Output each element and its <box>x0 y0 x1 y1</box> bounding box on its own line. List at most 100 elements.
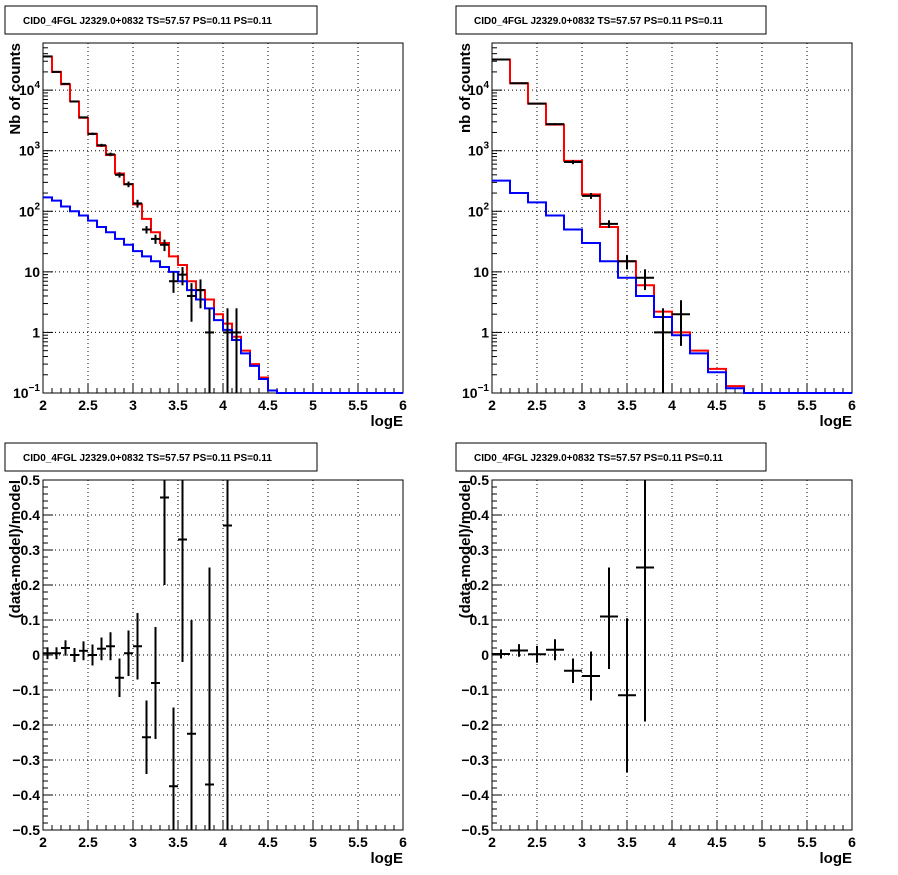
y-tick-exponent: 2 <box>34 201 40 212</box>
grid-lines <box>43 43 403 393</box>
title-frame <box>455 442 767 472</box>
residual-point <box>79 641 88 661</box>
x-tick-label: 5.5 <box>797 834 817 850</box>
y-tick-label: −0.5 <box>12 822 40 838</box>
x-tick-label: 4 <box>668 834 676 850</box>
residual-point <box>187 620 196 830</box>
data-layer <box>492 480 654 773</box>
x-tick-label: 4 <box>219 834 227 850</box>
y-tick-label: −0.1 <box>461 682 489 698</box>
residual-point <box>169 707 178 830</box>
panel-bottom-right: CID0_4FGL J2329.0+0832 TS=57.57 PS=0.11 … <box>455 442 856 867</box>
residual-point <box>133 613 142 680</box>
residual-point <box>124 630 133 676</box>
data-point <box>61 82 70 85</box>
axes: 2 2.5 3 3.5 4 4.5 5 5.5 6 −0.5 −0.4 −0.3 −0.2 −0.1 0 0.… <box>461 472 856 850</box>
y-tick-label: 0.3 <box>21 542 41 558</box>
y-tick-label: 0.5 <box>470 472 490 488</box>
data-point <box>106 152 115 157</box>
x-axis-title: logE <box>820 413 853 430</box>
data-point <box>88 132 97 136</box>
data-point <box>160 239 169 252</box>
data-point <box>654 308 672 393</box>
y-tick-exponent: 2 <box>483 201 489 212</box>
data-point <box>223 308 232 393</box>
x-tick-label: 2.5 <box>78 834 98 850</box>
y-axis-title: Nb of counts <box>7 43 24 135</box>
data-point <box>169 271 178 293</box>
data-point <box>672 300 690 346</box>
data-point <box>43 55 52 58</box>
panel-top-right: CID0_4FGL J2329.0+0832 TS=57.57 PS=0.11 … <box>455 5 856 430</box>
data-point <box>636 269 654 291</box>
x-tick-label: 2.5 <box>527 834 547 850</box>
x-tick-label: 5.5 <box>348 397 368 413</box>
data-point <box>124 181 133 188</box>
data-point <box>510 82 528 85</box>
residual-point <box>618 618 636 773</box>
x-tick-label: 4.5 <box>258 397 278 413</box>
x-axis-title: logE <box>371 850 404 867</box>
residual-point <box>492 649 510 659</box>
x-tick-label: 6 <box>399 834 407 850</box>
x-tick-label: 2 <box>488 397 496 413</box>
y-tick-label: −0.2 <box>12 717 40 733</box>
data-point <box>142 226 151 234</box>
y-tick-label: 10−1 <box>13 383 40 401</box>
data-point <box>232 308 241 393</box>
x-tick-label: 3.5 <box>168 397 188 413</box>
x-tick-label: 3.5 <box>168 834 188 850</box>
panel-title: CID0_4FGL J2329.0+0832 TS=57.57 PS=0.11 … <box>23 16 272 27</box>
title-frame <box>4 442 318 472</box>
data-point <box>97 143 106 147</box>
x-tick-label: 4.5 <box>707 397 727 413</box>
y-tick-label: 0.4 <box>470 507 490 523</box>
residual-point <box>88 644 97 666</box>
y-tick-label: −0.4 <box>461 787 489 803</box>
y-tick-label: 10 <box>473 264 489 280</box>
panel-title: CID0_4FGL J2329.0+0832 TS=57.57 PS=0.11 … <box>23 453 272 464</box>
residual-point <box>61 640 70 656</box>
x-tick-label: 3 <box>129 834 137 850</box>
y-tick-label: −0.3 <box>461 752 489 768</box>
residual-point <box>205 567 214 830</box>
y-tick-label: 102 <box>19 201 41 219</box>
data-point <box>600 220 618 228</box>
x-tick-label: 3 <box>578 834 586 850</box>
x-tick-label: 5 <box>309 397 317 413</box>
y-tick-label: 1 <box>481 324 489 340</box>
x-tick-label: 5 <box>309 834 317 850</box>
grid-lines <box>492 480 852 830</box>
y-tick-label: −0.5 <box>461 822 489 838</box>
data-point <box>196 279 205 309</box>
y-tick-label: 0.5 <box>21 472 41 488</box>
x-axis-title: logE <box>820 850 853 867</box>
y-tick-label: −0.1 <box>12 682 40 698</box>
residual-point <box>142 700 151 774</box>
data-point <box>528 102 546 105</box>
y-tick-label: −0.3 <box>12 752 40 768</box>
axes: 2 2.5 3 3.5 4 4.5 5 5.5 6 10−1 1 10 102 103 104 <box>13 42 407 413</box>
y-tick-label: 103 <box>468 141 490 159</box>
data-point <box>178 267 187 286</box>
residual-point <box>582 651 600 701</box>
y-tick-label: 0.1 <box>470 612 490 628</box>
axes: 2 2.5 3 3.5 4 4.5 5 5.5 6 10−1 1 10 102 103 104 <box>462 42 856 413</box>
y-tick-exponent: 4 <box>483 80 489 91</box>
y-tick-label: 103 <box>19 141 41 159</box>
y-tick-exponent: 3 <box>34 141 40 152</box>
y-tick-exponent: −1 <box>29 383 41 394</box>
data-point <box>582 193 600 199</box>
x-tick-label: 6 <box>399 397 407 413</box>
residual-point <box>151 627 160 739</box>
residual-point <box>70 648 79 662</box>
axes: 2 2.5 3 3.5 4 4.5 5 5.5 6 −0.5 −0.4 −0.3 −0.2 −0.1 0 0.… <box>12 472 407 850</box>
x-tick-label: 6 <box>848 834 856 850</box>
panel-top-left: CID0_4FGL J2329.0+0832 TS=57.57 PS=0.11 … <box>4 5 407 430</box>
data-layer <box>492 58 852 394</box>
residual-point <box>106 632 115 661</box>
residual-point <box>564 658 582 683</box>
residual-point <box>223 480 232 830</box>
data-point <box>70 100 79 103</box>
